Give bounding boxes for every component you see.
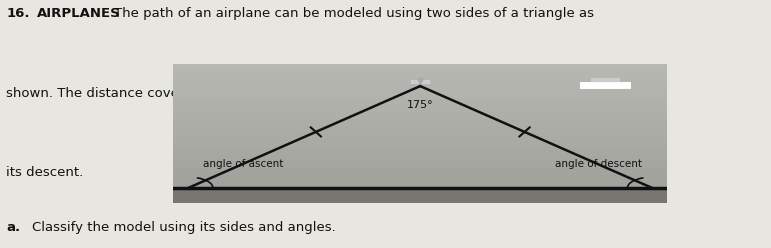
Text: 16.: 16. [6,7,29,20]
Bar [173,169,667,176]
Bar [173,183,667,189]
Bar [173,78,667,85]
Bar [173,106,667,113]
Bar [173,196,667,203]
Text: The path of an airplane can be modeled using two sides of a triangle as: The path of an airplane can be modeled u… [114,7,594,20]
Bar [173,134,667,141]
Bar [173,162,667,169]
Bar [173,141,667,148]
Bar [173,188,667,203]
Text: 175°: 175° [407,100,433,110]
Text: AIRPLANES: AIRPLANES [37,7,121,20]
Text: Classify the model using its sides and angles.: Classify the model using its sides and a… [32,221,336,234]
Text: a.: a. [6,221,20,234]
Bar [173,113,667,120]
Bar [173,189,667,196]
Bar [173,71,667,78]
Bar [173,176,667,183]
Bar [173,85,667,92]
Text: angle of descent: angle of descent [555,159,642,169]
Text: angle of ascent: angle of ascent [203,159,284,169]
Bar [173,99,667,106]
Bar [173,127,667,134]
Bar [173,148,667,155]
Bar [173,64,667,71]
Text: shown. The distance covered during the plane’s ascent is equal to the distance c: shown. The distance covered during the p… [6,87,642,100]
Text: its descent.: its descent. [6,166,83,179]
Bar [173,120,667,127]
Bar [173,92,667,99]
Bar [173,155,667,162]
